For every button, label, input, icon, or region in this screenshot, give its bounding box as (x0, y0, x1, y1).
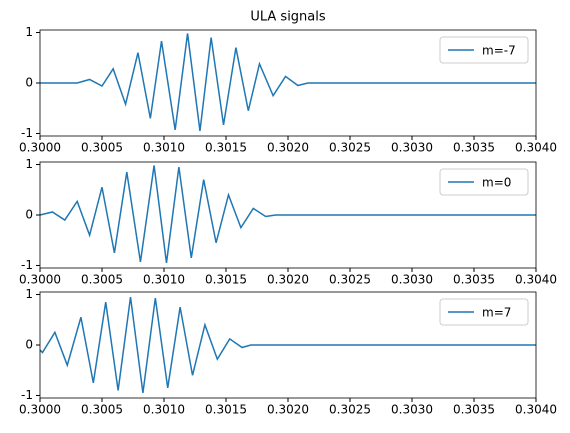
legend-box (439, 36, 529, 64)
y-tick-label: 0 (25, 208, 33, 222)
legend-label: m=7 (482, 306, 511, 320)
chart-title: ULA signals (250, 10, 326, 25)
x-tick-label: 0.3035 (453, 273, 495, 287)
x-tick-label: 0.3010 (143, 141, 185, 155)
x-tick-label: 0.3000 (19, 141, 61, 155)
x-tick-label: 0.3030 (391, 403, 433, 417)
y-tick-label: -1 (21, 388, 33, 402)
x-tick-label: 0.3010 (143, 403, 185, 417)
x-tick-label: 0.3020 (267, 273, 309, 287)
signal-line (39, 296, 536, 394)
y-tick-label: -1 (21, 126, 33, 140)
x-tick-label: 0.3020 (267, 403, 309, 417)
x-tick-label: 0.3040 (515, 403, 557, 417)
axes-frame (39, 291, 537, 399)
x-tick-label: 0.3040 (515, 273, 557, 287)
legend-label: m=0 (482, 176, 511, 190)
x-tick-label: 0.3010 (143, 273, 185, 287)
y-tick-label: 0 (25, 338, 33, 352)
x-tick-label: 0.3030 (391, 273, 433, 287)
x-tick-label: 0.3015 (205, 273, 247, 287)
signal-line (40, 33, 536, 132)
x-tick-label: 0.3000 (19, 403, 61, 417)
y-tick-label: 1 (25, 157, 33, 171)
x-tick-label: 0.3015 (205, 403, 247, 417)
x-tick-label: 0.3025 (329, 141, 371, 155)
x-tick-label: 0.3025 (329, 273, 371, 287)
axes-frame (39, 29, 537, 137)
legend-box (439, 168, 529, 196)
x-tick-label: 0.3030 (391, 141, 433, 155)
y-tick-label: -1 (21, 258, 33, 272)
axes-frame (39, 161, 537, 269)
x-tick-label: 0.3015 (205, 141, 247, 155)
x-tick-label: 0.3005 (81, 141, 123, 155)
y-tick-label: 1 (25, 287, 33, 301)
legend-label: m=-7 (482, 44, 516, 58)
signal-line (39, 165, 536, 264)
x-tick-label: 0.3035 (453, 403, 495, 417)
x-tick-label: 0.3000 (19, 273, 61, 287)
legend-box (439, 298, 529, 326)
y-tick-label: 1 (25, 25, 33, 39)
x-tick-label: 0.3005 (81, 273, 123, 287)
x-tick-label: 0.3035 (453, 141, 495, 155)
x-tick-label: 0.3040 (515, 141, 557, 155)
y-tick-label: 0 (25, 76, 33, 90)
x-tick-label: 0.3005 (81, 403, 123, 417)
x-tick-label: 0.3020 (267, 141, 309, 155)
x-tick-label: 0.3025 (329, 403, 371, 417)
